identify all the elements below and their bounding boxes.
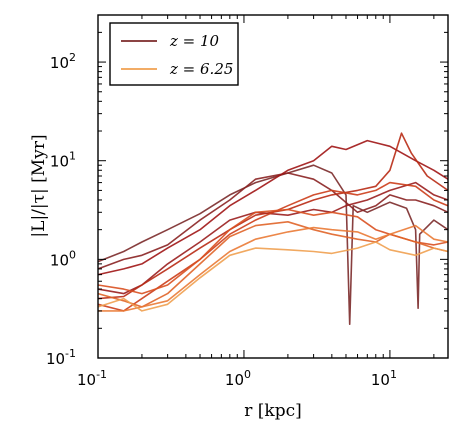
y-axis-label: |L|/|τ| [Myr] [29,134,49,237]
x-tick-label: 100 [225,368,251,389]
series-line-9 [98,224,449,312]
y-tick-label: 101 [50,150,76,171]
x-tick-label: 101 [371,368,397,389]
series-line-2 [97,172,449,270]
plot-frame [97,14,449,359]
legend-box [109,22,239,86]
series-layer [97,132,449,326]
legend-label-z10: z = 10 [169,32,220,50]
y-tick-label: 10-1 [46,347,76,368]
series-line-10 [97,241,449,312]
legend: z = 10 z = 6.25 [109,22,239,86]
y-tick-label: 102 [50,51,76,72]
series-line-5 [97,132,449,300]
series-line-1 [97,164,449,326]
legend-label-z6-25: z = 6.25 [169,60,233,78]
y-tick-label: 100 [50,248,76,269]
x-tick-label: 10-1 [77,368,107,389]
x-axis-label: r [kpc] [244,401,302,421]
ticks-layer: 10-1 100 101 10-1 100 101 102 [46,14,448,389]
series-line-8 [97,221,449,308]
series-line-3 [97,139,449,276]
